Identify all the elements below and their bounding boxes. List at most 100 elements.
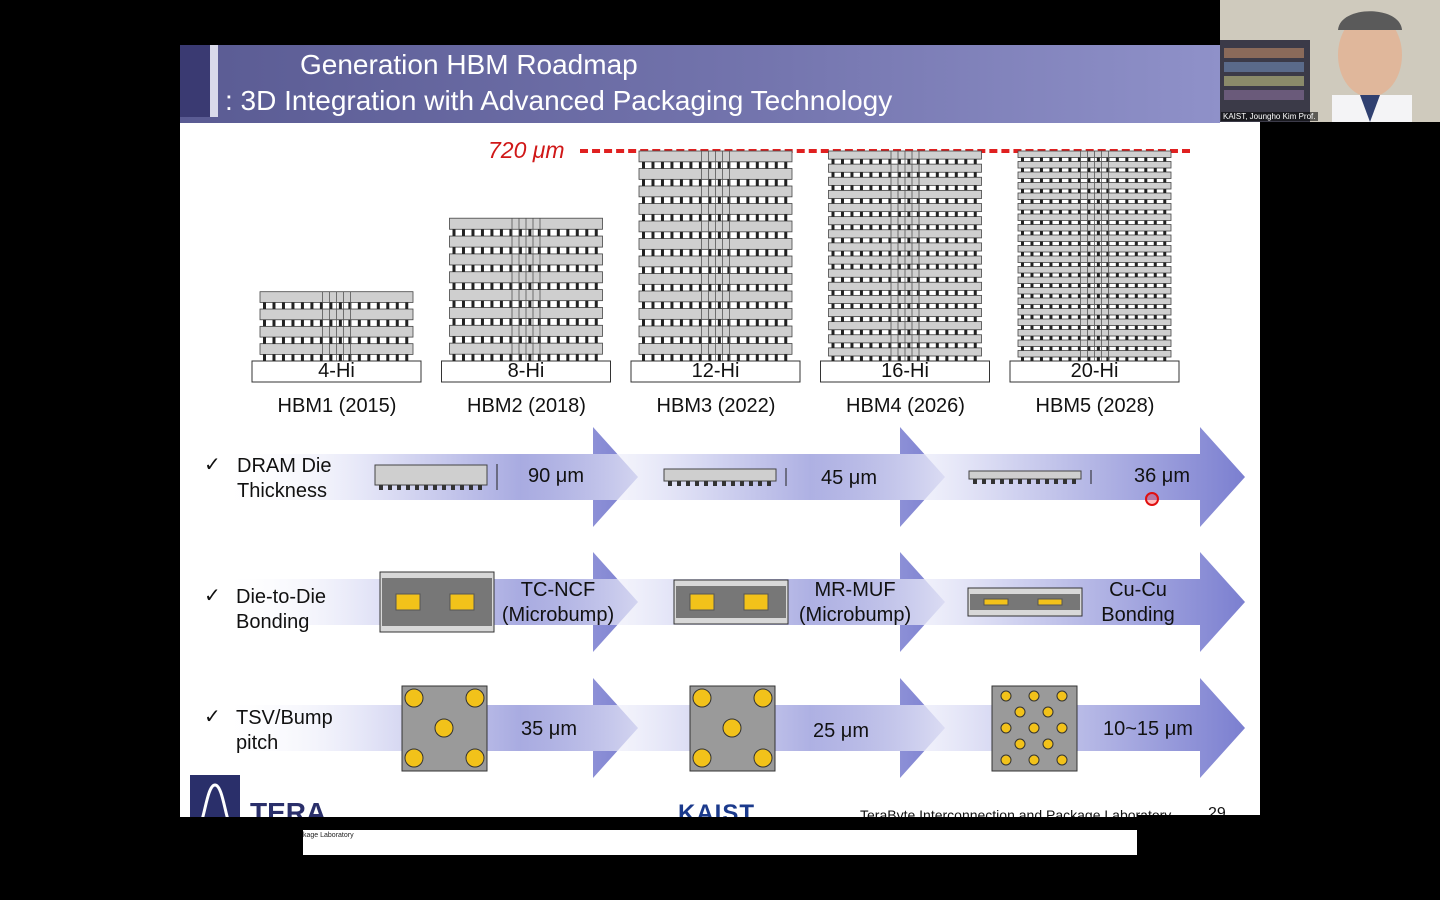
microbump	[878, 356, 882, 361]
microbump	[926, 329, 930, 335]
microbump	[1125, 199, 1129, 204]
microbump	[329, 319, 333, 327]
microbump	[1087, 178, 1091, 183]
microbump	[698, 179, 702, 186]
microbump	[1068, 346, 1072, 351]
microbump	[1096, 231, 1100, 235]
stack-height-label: 12-Hi	[691, 360, 740, 382]
microbump	[281, 302, 285, 310]
microbump	[831, 172, 835, 178]
microbump	[727, 336, 731, 344]
microbump	[897, 159, 901, 165]
microbump	[689, 284, 693, 291]
dram-value-1: 90 μm	[528, 465, 584, 487]
microbump	[727, 179, 731, 186]
microbump	[575, 247, 579, 254]
microbump	[1125, 241, 1129, 246]
microbump	[1058, 273, 1062, 277]
microbump	[1049, 273, 1053, 277]
microbump	[897, 290, 901, 296]
microbump	[774, 336, 778, 344]
microbump	[1163, 168, 1167, 172]
microbump	[689, 354, 693, 361]
microbump	[736, 179, 740, 186]
microbump	[878, 264, 882, 270]
microbump	[784, 301, 788, 309]
microbump	[850, 211, 854, 217]
microbump	[736, 196, 740, 204]
microbump	[698, 266, 702, 274]
microbump	[1115, 357, 1119, 361]
microbump	[859, 264, 863, 270]
microbump	[1096, 168, 1100, 172]
microbump	[935, 237, 939, 243]
microbump	[376, 302, 380, 310]
die-bump	[749, 481, 753, 486]
microbump	[717, 266, 721, 274]
microbump	[1153, 168, 1157, 172]
microbump	[888, 342, 892, 348]
dram-value-2: 45 μm	[821, 467, 877, 489]
microbump	[642, 354, 645, 361]
row-dram-check: ✓	[204, 454, 221, 476]
microbump	[1096, 262, 1100, 267]
microbump	[1030, 231, 1034, 235]
microbump	[727, 266, 731, 274]
microbump	[774, 179, 778, 186]
die-bump	[713, 481, 717, 486]
microbump	[405, 337, 409, 344]
microbump	[1106, 199, 1110, 204]
microbump	[1096, 157, 1100, 162]
microbump	[585, 300, 589, 308]
microbump	[840, 316, 844, 322]
microbump	[566, 336, 570, 344]
microbump	[727, 354, 731, 361]
microbump	[1068, 273, 1072, 277]
microbump	[1125, 325, 1129, 330]
microbump	[1058, 325, 1062, 330]
microbump	[755, 249, 759, 256]
microbump	[774, 196, 778, 204]
microbump	[1106, 336, 1110, 340]
microbump	[499, 247, 503, 254]
microbump	[376, 337, 380, 344]
microbump	[755, 284, 759, 291]
microbump	[727, 161, 731, 169]
microbump	[1144, 252, 1148, 256]
microbump	[926, 356, 930, 361]
microbump	[1134, 178, 1138, 183]
bond-pad	[689, 593, 715, 611]
microbump	[1021, 294, 1024, 298]
microbump	[859, 198, 863, 204]
microbump	[973, 264, 977, 270]
microbump	[755, 161, 759, 169]
microbump	[528, 318, 532, 326]
microbump	[1153, 157, 1157, 162]
microbump	[1077, 189, 1081, 193]
microbump	[689, 196, 693, 204]
microbump	[1125, 157, 1129, 162]
webcam-video[interactable]	[1220, 0, 1440, 122]
microbump	[888, 356, 892, 361]
microbump	[831, 211, 835, 217]
microbump	[964, 356, 968, 361]
microbump	[727, 301, 731, 309]
microbump	[869, 303, 873, 309]
microbump	[480, 336, 484, 344]
microbump	[1087, 241, 1091, 246]
microbump	[499, 300, 503, 308]
microbump	[859, 172, 863, 178]
microbump	[1163, 210, 1167, 214]
microbump	[878, 185, 882, 191]
microbump	[660, 249, 664, 256]
microbump	[840, 185, 844, 191]
microbump	[935, 356, 939, 361]
die-bump	[460, 485, 464, 490]
microbump	[926, 290, 930, 296]
tsv-bump	[1042, 738, 1054, 750]
microbump	[1144, 294, 1148, 298]
microbump	[1077, 357, 1081, 361]
row-bonding-label-l1: Die-to-Die	[236, 586, 327, 608]
microbump	[1030, 262, 1034, 267]
microbump	[1134, 325, 1138, 330]
